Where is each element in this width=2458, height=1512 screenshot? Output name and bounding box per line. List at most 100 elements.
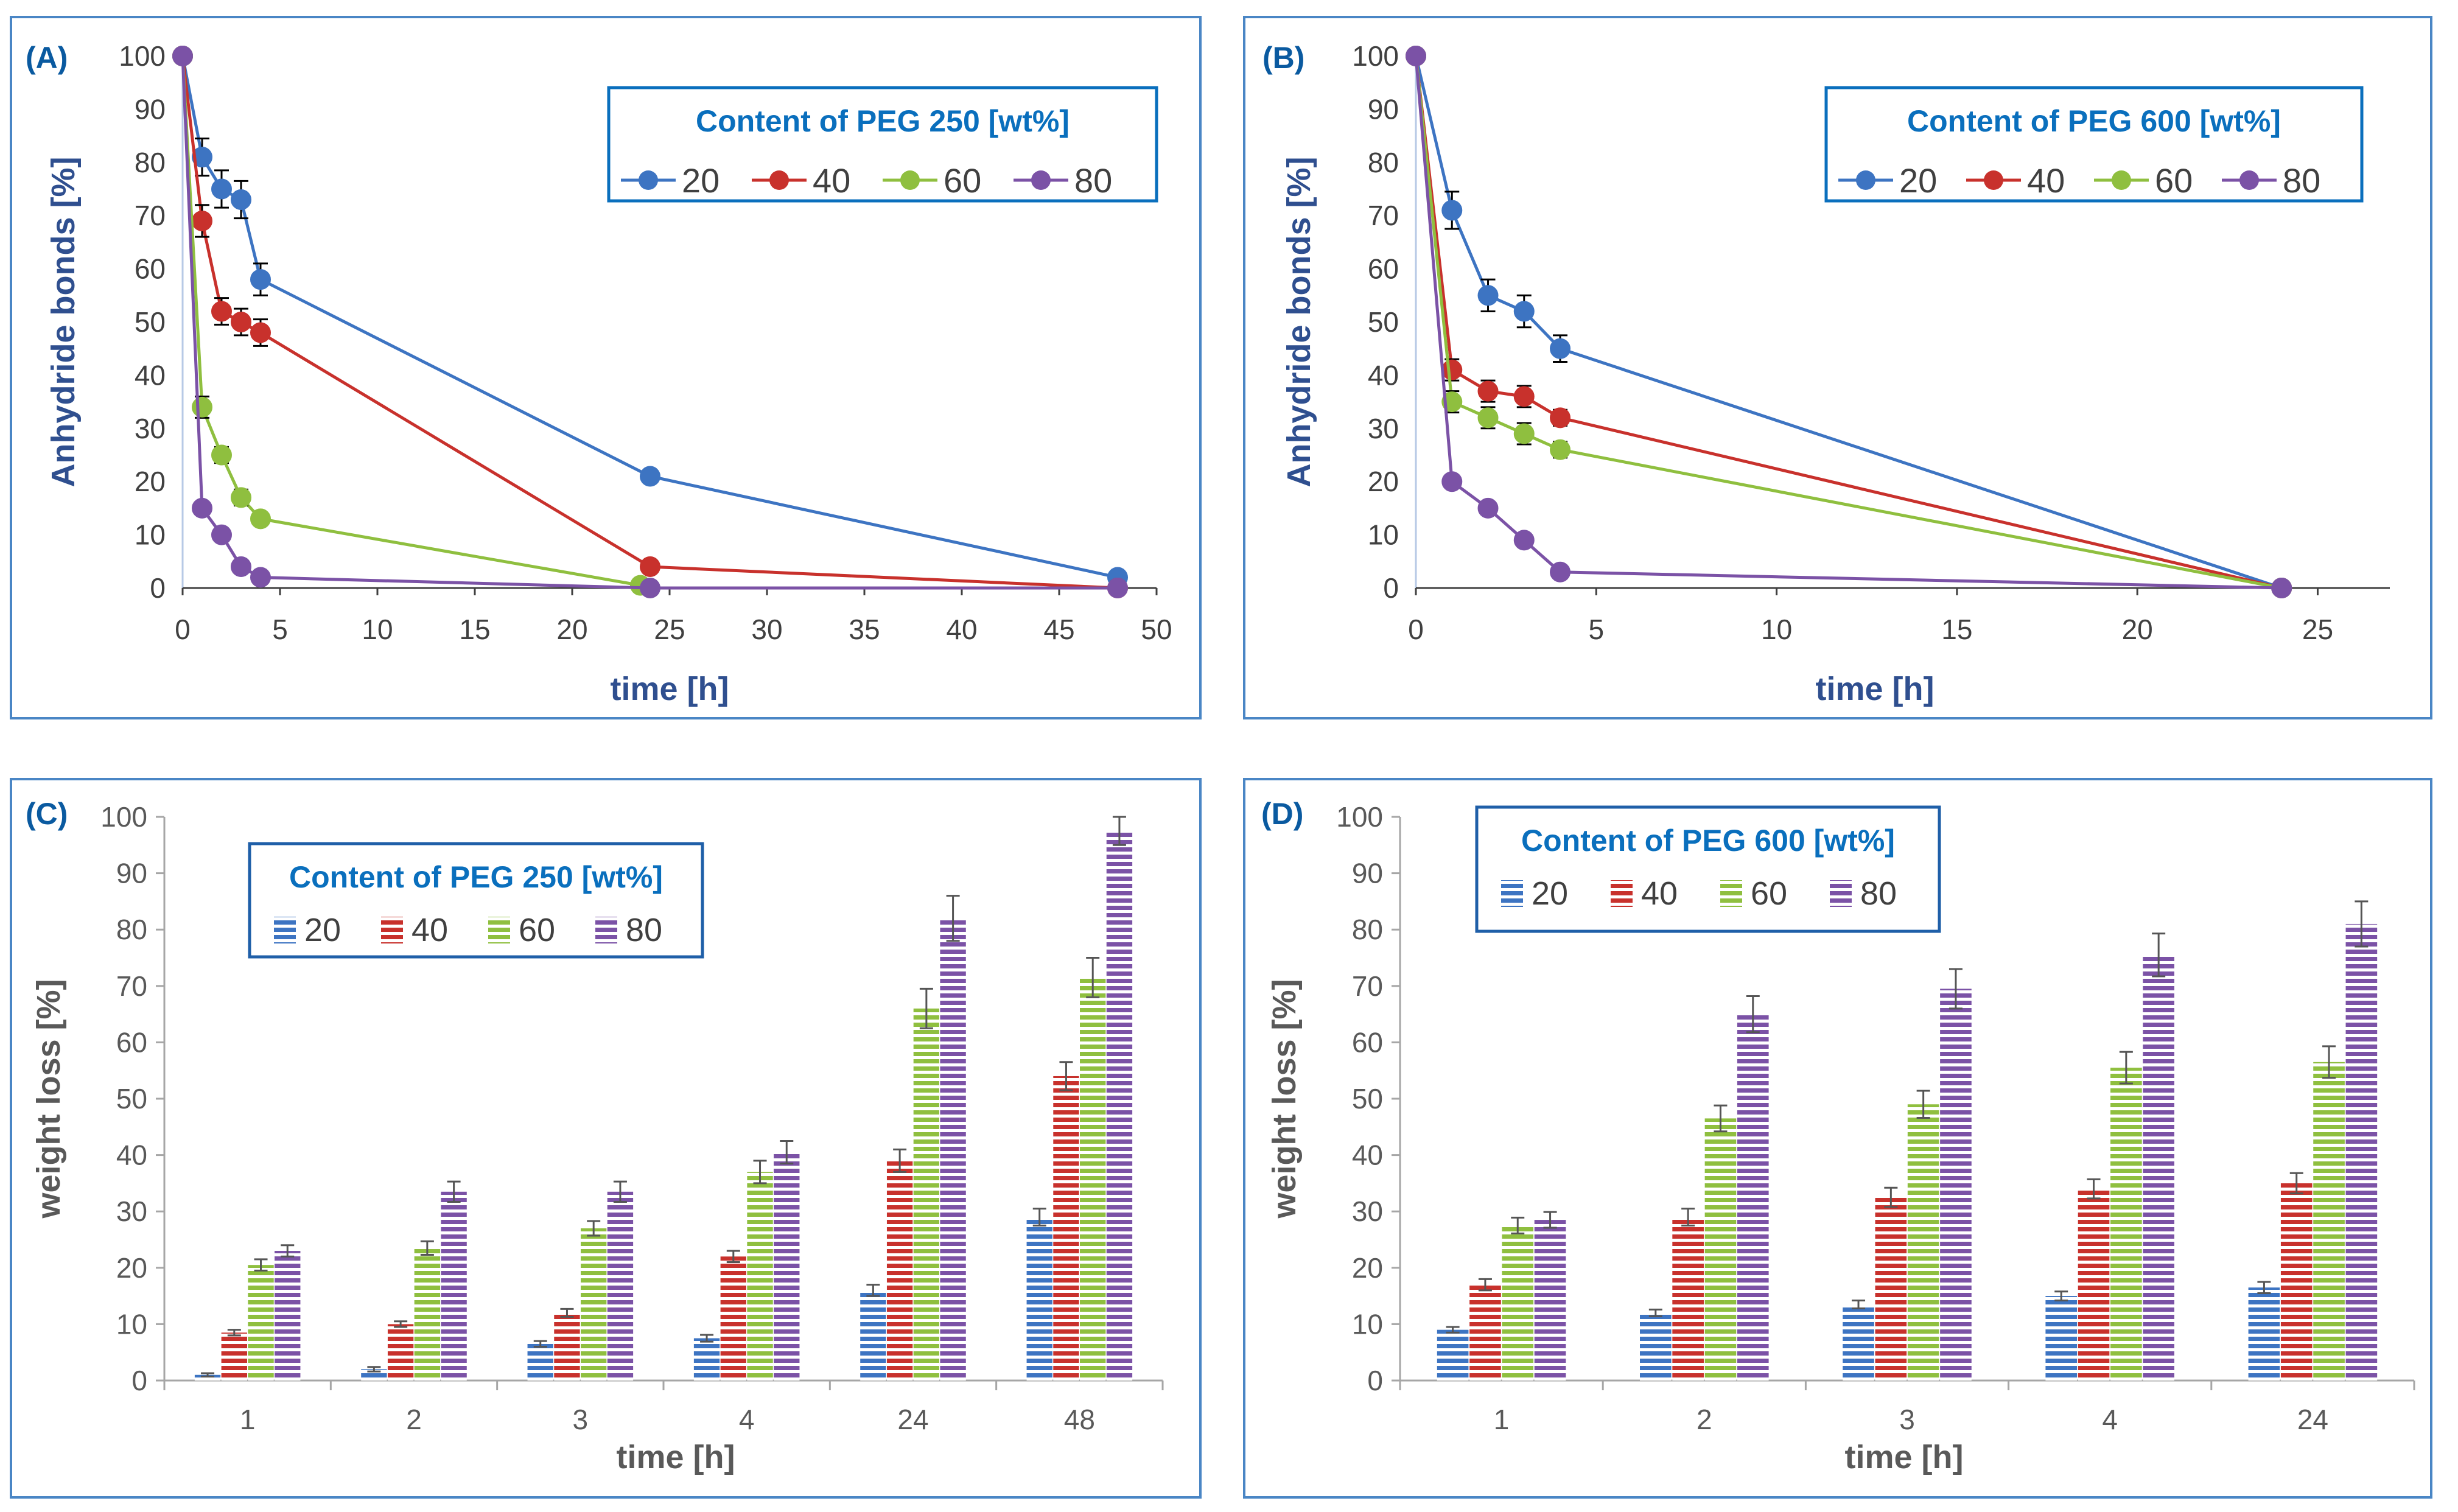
error-bar bbox=[1543, 1211, 1557, 1229]
error-bar bbox=[394, 1320, 408, 1328]
legend-entry-40: 40 bbox=[752, 161, 850, 200]
x-tick-label: 1 bbox=[240, 1404, 256, 1435]
error-bar bbox=[533, 1340, 547, 1348]
bar bbox=[774, 1152, 800, 1381]
legend-marker bbox=[1031, 170, 1051, 190]
legend-label: 40 bbox=[813, 161, 850, 200]
y-tick-label: 100 bbox=[1336, 801, 1383, 833]
bar bbox=[1026, 1217, 1052, 1381]
series-line bbox=[181, 55, 641, 587]
error-bar bbox=[700, 1334, 714, 1343]
panel-label: (B) bbox=[1262, 41, 1304, 75]
error-bar bbox=[560, 1307, 574, 1318]
data-point bbox=[231, 556, 251, 578]
data-point bbox=[192, 210, 212, 231]
bar bbox=[581, 1228, 607, 1381]
legend-entry-40: 40 bbox=[1966, 161, 2065, 200]
bar bbox=[1469, 1284, 1501, 1381]
legend-marker bbox=[1984, 170, 2003, 190]
y-axis: 0 10 20 30 40 50 60 70 80 90 100 bbox=[100, 801, 147, 1396]
y-tick-label: 90 bbox=[1352, 858, 1383, 889]
x-tick-label: 4 bbox=[2102, 1404, 2118, 1435]
bar bbox=[441, 1191, 467, 1381]
bar bbox=[1106, 831, 1133, 1381]
error-bar bbox=[2119, 1051, 2133, 1085]
bar bbox=[387, 1324, 414, 1381]
bar bbox=[1437, 1329, 1469, 1381]
legend-title: Content of PEG 600 [wt%] bbox=[1907, 104, 2281, 138]
panel-label: (C) bbox=[26, 797, 68, 831]
bar bbox=[2280, 1183, 2313, 1381]
legend-label: 20 bbox=[304, 912, 341, 948]
panel-label: (D) bbox=[1261, 797, 1303, 831]
x-tick-label: 20 bbox=[556, 614, 587, 645]
legend-entry-20: 20 bbox=[1838, 161, 1937, 200]
data-point bbox=[1550, 439, 1571, 460]
legend-entry-60: 60 bbox=[883, 161, 981, 200]
legend-box bbox=[248, 842, 704, 959]
legend-entry-80: 80 bbox=[1014, 161, 1112, 200]
data-point bbox=[1550, 338, 1571, 359]
y-tick-label: 80 bbox=[1368, 147, 1399, 178]
legend: Content of PEG 250 [wt%] 20 40 60 80 bbox=[607, 86, 1158, 203]
error-bar bbox=[281, 1244, 295, 1258]
y-axis: 0 10 20 30 40 50 60 70 80 90 100 bbox=[119, 40, 166, 604]
bar bbox=[607, 1191, 634, 1381]
x-axis: 1 2 3 4 24 48 bbox=[163, 1381, 1164, 1435]
legend-title: Content of PEG 250 [wt%] bbox=[289, 860, 663, 894]
error-bar bbox=[919, 987, 933, 1029]
error-bar bbox=[2289, 1172, 2303, 1195]
error-bar bbox=[726, 1250, 740, 1264]
legend-entry-80: 80 bbox=[595, 912, 662, 948]
x-tick-label: 25 bbox=[2302, 614, 2333, 645]
x-tick-label: 45 bbox=[1043, 614, 1074, 645]
bar bbox=[1704, 1118, 1737, 1381]
series-80 bbox=[275, 816, 1133, 1381]
y-tick-label: 100 bbox=[1352, 40, 1399, 72]
error-bar bbox=[1884, 1186, 1898, 1208]
error-bar bbox=[1086, 957, 1100, 998]
error-bar bbox=[1852, 1300, 1866, 1309]
y-tick-label: 0 bbox=[131, 1365, 147, 1396]
error-bar bbox=[1032, 1208, 1046, 1227]
legend-label: 80 bbox=[626, 912, 662, 948]
x-axis-title: time [h] bbox=[611, 671, 729, 707]
bar bbox=[913, 1008, 940, 1381]
bar bbox=[2045, 1296, 2078, 1381]
x-tick-label: 48 bbox=[1064, 1404, 1095, 1435]
error-bar bbox=[780, 1139, 794, 1164]
bar bbox=[747, 1172, 773, 1381]
data-point bbox=[640, 578, 660, 598]
y-axis-title: Anhydride bonds [%] bbox=[1281, 157, 1317, 488]
error-bar bbox=[2355, 900, 2369, 948]
y-tick-label: 80 bbox=[135, 147, 166, 178]
series-line bbox=[1414, 55, 2282, 590]
x-tick-label: 35 bbox=[849, 614, 880, 645]
error-bar bbox=[587, 1220, 601, 1237]
series-60 bbox=[248, 957, 1106, 1381]
data-point bbox=[1441, 359, 1463, 380]
error-bar bbox=[1511, 1216, 1525, 1234]
bar bbox=[221, 1332, 247, 1381]
legend-marker bbox=[1856, 170, 1875, 190]
legend-bar-swatch bbox=[488, 917, 510, 943]
y-tick-label: 90 bbox=[116, 858, 147, 889]
series-40 bbox=[221, 1061, 1079, 1381]
x-tick-label: 24 bbox=[2297, 1404, 2328, 1435]
legend-title: Content of PEG 250 [wt%] bbox=[696, 104, 1070, 138]
legend-marker bbox=[2239, 170, 2259, 190]
error-bar bbox=[367, 1366, 381, 1373]
data-point bbox=[1477, 285, 1499, 306]
data-point bbox=[211, 301, 232, 322]
series-80 bbox=[172, 46, 1128, 598]
legend-entry-60: 60 bbox=[488, 912, 555, 948]
error-bar bbox=[613, 1180, 627, 1203]
data-point bbox=[1441, 471, 1463, 492]
y-tick-label: 40 bbox=[135, 359, 166, 391]
error-bar bbox=[866, 1284, 880, 1297]
legend-bar-swatch bbox=[1501, 880, 1523, 907]
y-tick-label: 70 bbox=[1368, 200, 1399, 231]
error-bar bbox=[201, 1372, 215, 1378]
y-tick-label: 50 bbox=[135, 306, 166, 338]
y-tick-label: 20 bbox=[1368, 466, 1399, 497]
